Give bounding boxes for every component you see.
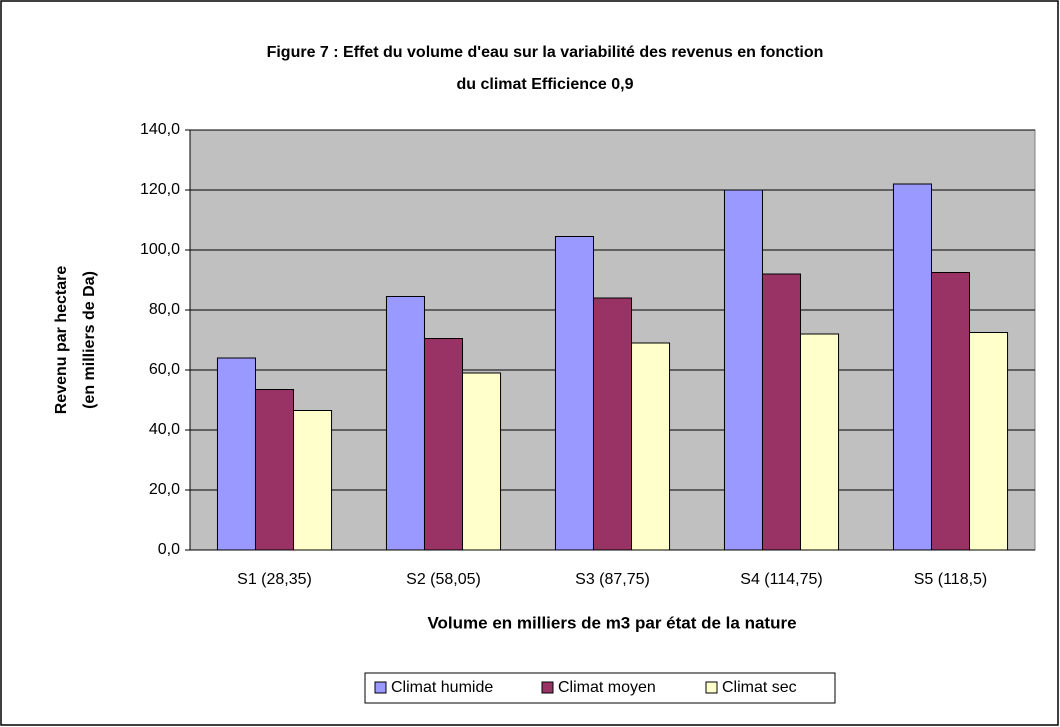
y-tick-label: 100,0 (140, 241, 180, 258)
y-tick-label: 40,0 (149, 421, 180, 438)
bar (554, 236, 594, 551)
bar (385, 296, 425, 551)
x-tick-label: S5 (118,5) (914, 571, 988, 588)
legend-swatch (541, 681, 554, 694)
x-tick-label: S2 (58,05) (406, 571, 481, 588)
y-tick-label: 20,0 (149, 481, 180, 498)
legend-swatch (705, 681, 718, 694)
legend-label: Climat moyen (558, 679, 656, 696)
y-tick-label: 60,0 (149, 361, 180, 378)
bar (631, 342, 671, 551)
bar (723, 189, 763, 551)
y-tick-label: 0,0 (158, 541, 180, 558)
x-tick-label: S1 (28,35) (237, 571, 312, 588)
bar (216, 357, 256, 551)
x-tick-label: S3 (87,75) (575, 571, 650, 588)
x-tick-label: S4 (114,75) (740, 571, 822, 588)
bar (761, 273, 802, 551)
legend-swatch (374, 681, 387, 694)
x-axis-label: Volume en milliers de m3 par état de la … (427, 613, 796, 632)
chart-title: du climat Efficience 0,9 (457, 76, 634, 93)
bar (800, 333, 840, 551)
y-tick-label: 120,0 (140, 181, 180, 198)
bar (592, 297, 633, 551)
y-axis-label: (en milliers de Da) (81, 271, 98, 409)
y-tick-label: 80,0 (149, 301, 180, 318)
y-axis-label: Revenu par hectare (53, 266, 70, 415)
bar (254, 389, 295, 551)
bar (423, 338, 464, 551)
bar (969, 332, 1009, 551)
legend-box (364, 672, 836, 704)
bar (930, 272, 971, 551)
chart-title: Figure 7 : Effet du volume d'eau sur la … (267, 44, 824, 61)
bar (462, 372, 502, 551)
legend-label: Climat sec (722, 679, 797, 696)
y-tick-label: 140,0 (140, 121, 180, 138)
bar (892, 183, 932, 551)
legend-label: Climat humide (391, 679, 493, 696)
bar (293, 410, 333, 551)
